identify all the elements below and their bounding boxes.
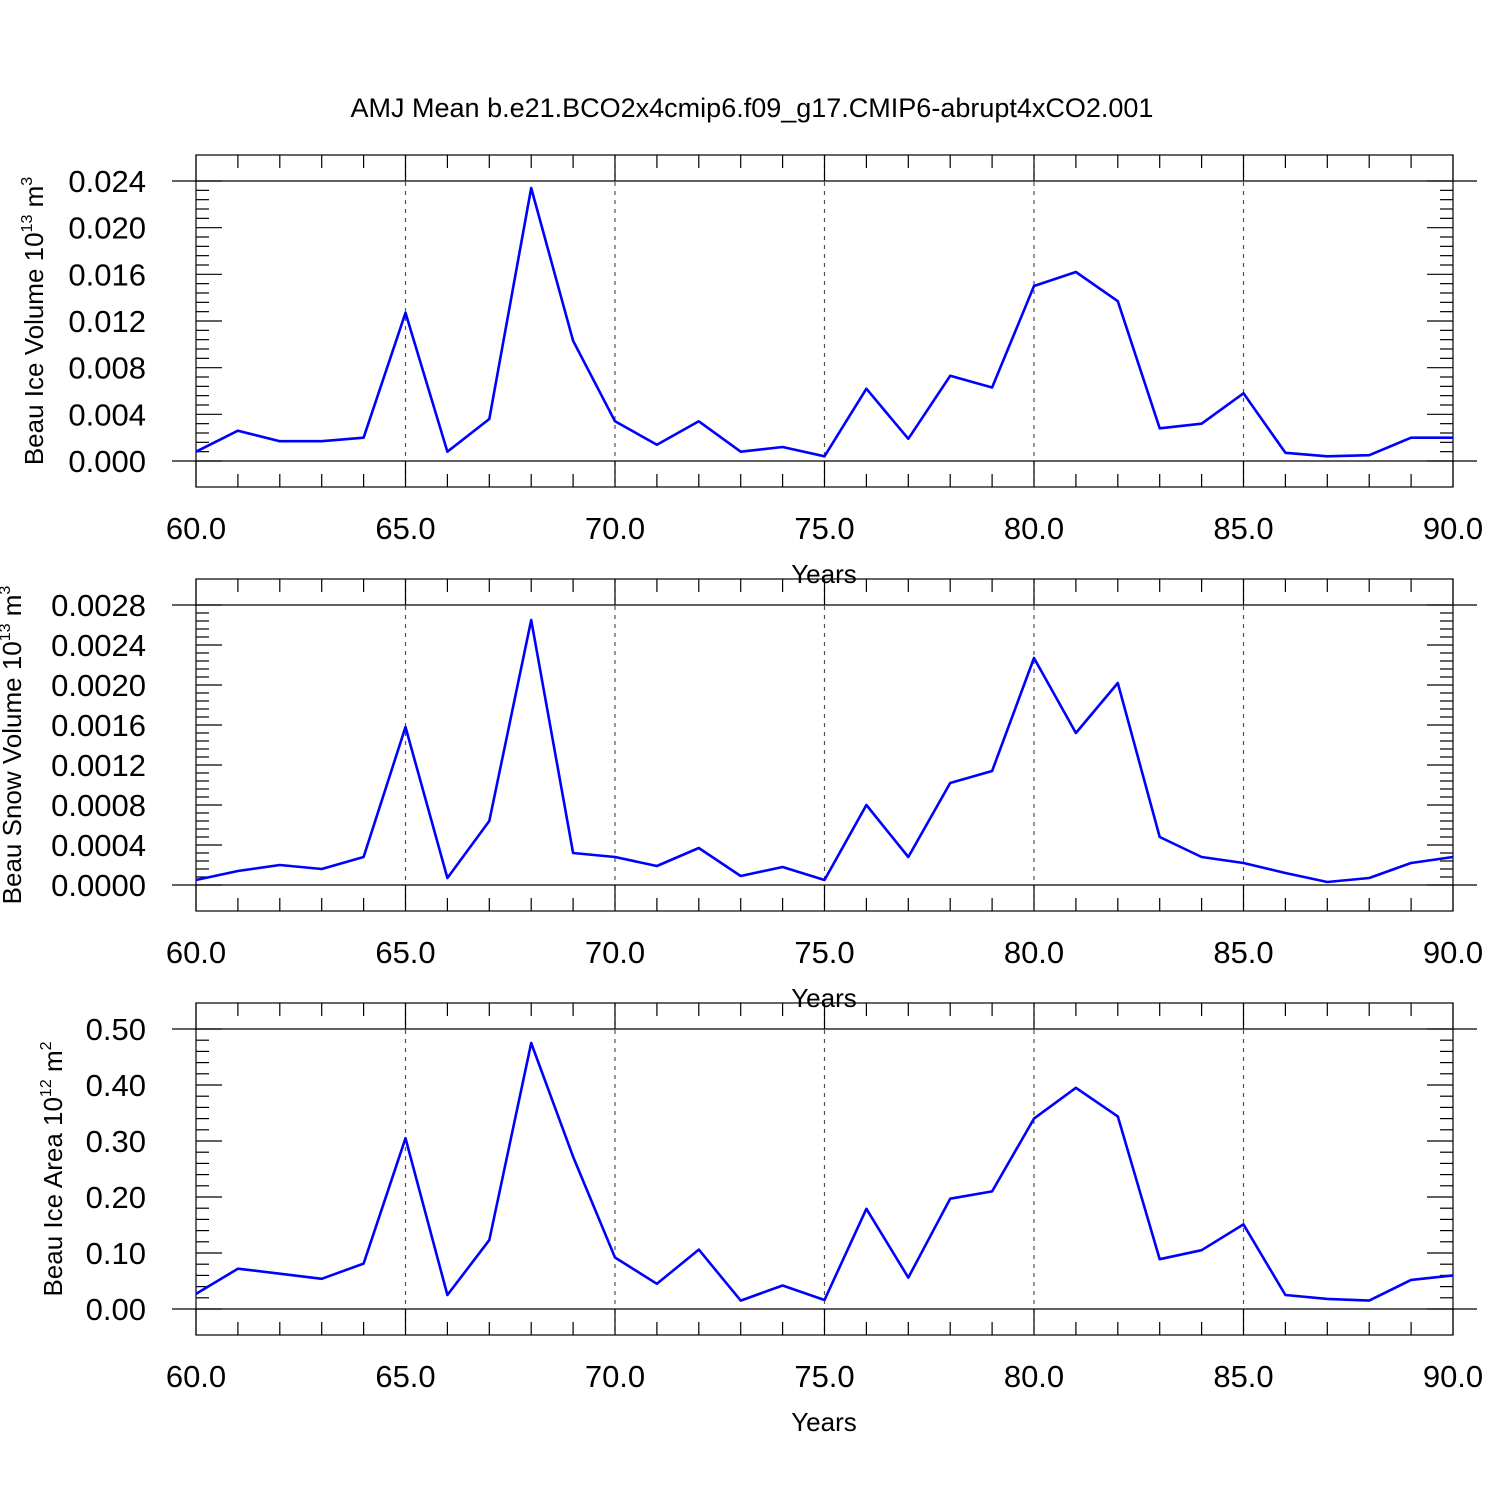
y-tick-label: 0.10 [86, 1236, 146, 1271]
x-tick-label: 65.0 [375, 1359, 435, 1394]
series-line [195, 618, 1454, 884]
y-tick-label: 0.50 [86, 1012, 146, 1047]
y-tick-label: 0.0008 [51, 788, 146, 823]
x-tick-label: 90.0 [1423, 1359, 1483, 1394]
y-tick-label: 0.0000 [51, 868, 146, 903]
y-tick-label: 0.012 [68, 304, 146, 339]
x-tick-label: 75.0 [794, 1359, 854, 1394]
y-tick-label: 0.40 [86, 1068, 146, 1103]
series-line [195, 1041, 1454, 1302]
chart-panel-2: 60.0 65.0 70.0 75.0 80.0 85.0 90.0 0.0000 0.0004… [0, 578, 1483, 1013]
x-tick-label: 85.0 [1213, 1359, 1273, 1394]
x-tick-label: 60.0 [166, 1359, 226, 1394]
y-tick-label: 0.016 [68, 257, 146, 292]
y-tick-label: 0.000 [68, 444, 146, 479]
y-tick-label: 0.0020 [51, 668, 146, 703]
chart-panel-1: 60.0 65.0 70.0 75.0 80.0 85.0 90.0 0.000 0.004 0.… [19, 154, 1483, 589]
x-tick-label: 75.0 [794, 511, 854, 546]
x-tick-label: 65.0 [375, 511, 435, 546]
y-tick-label: 0.30 [86, 1124, 146, 1159]
x-tick-label: 80.0 [1004, 511, 1064, 546]
y-tick-label: 0.00 [86, 1292, 146, 1327]
y-axis-label: Beau Ice Area 1012 m2 [38, 1041, 68, 1296]
x-tick-label: 90.0 [1423, 511, 1483, 546]
y-tick-label: 0.0024 [51, 628, 146, 663]
x-tick-label: 80.0 [1004, 1359, 1064, 1394]
x-tick-label: 85.0 [1213, 935, 1273, 970]
x-axis-label: Years [791, 1407, 857, 1437]
x-tick-label: 60.0 [166, 511, 226, 546]
x-tick-label: 75.0 [794, 935, 854, 970]
x-tick-label: 90.0 [1423, 935, 1483, 970]
x-tick-label: 85.0 [1213, 511, 1273, 546]
y-tick-label: 0.008 [68, 351, 146, 386]
y-tick-label: 0.0016 [51, 708, 146, 743]
y-tick-label: 0.0004 [51, 828, 146, 863]
x-tick-label: 70.0 [585, 511, 645, 546]
y-tick-label: 0.004 [68, 397, 146, 432]
chart-panel-3: 60.0 65.0 70.0 75.0 80.0 85.0 90.0 0.00 0.10 0.20… [38, 1002, 1483, 1437]
x-tick-label: 80.0 [1004, 935, 1064, 970]
y-tick-label: 0.0012 [51, 748, 146, 783]
y-tick-label: 0.020 [68, 211, 146, 246]
y-tick-label: 0.024 [68, 164, 146, 199]
figure-title: AMJ Mean b.e21.BCO2x4cmip6.f09_g17.CMIP6… [351, 93, 1154, 123]
series-line [195, 186, 1453, 458]
x-tick-label: 60.0 [166, 935, 226, 970]
x-tick-label: 70.0 [585, 935, 645, 970]
y-tick-label: 0.20 [86, 1180, 146, 1215]
y-axis-label: Beau Snow Volume 1013 m3 [0, 586, 27, 905]
x-tick-label: 70.0 [585, 1359, 645, 1394]
y-axis-label: Beau Ice Volume 1013 m3 [19, 177, 49, 465]
panels: 60.0 65.0 70.0 75.0 80.0 85.0 90.0 0.000 0.004 0.… [0, 154, 1483, 1437]
x-tick-label: 65.0 [375, 935, 435, 970]
y-tick-label: 0.0028 [51, 588, 146, 623]
